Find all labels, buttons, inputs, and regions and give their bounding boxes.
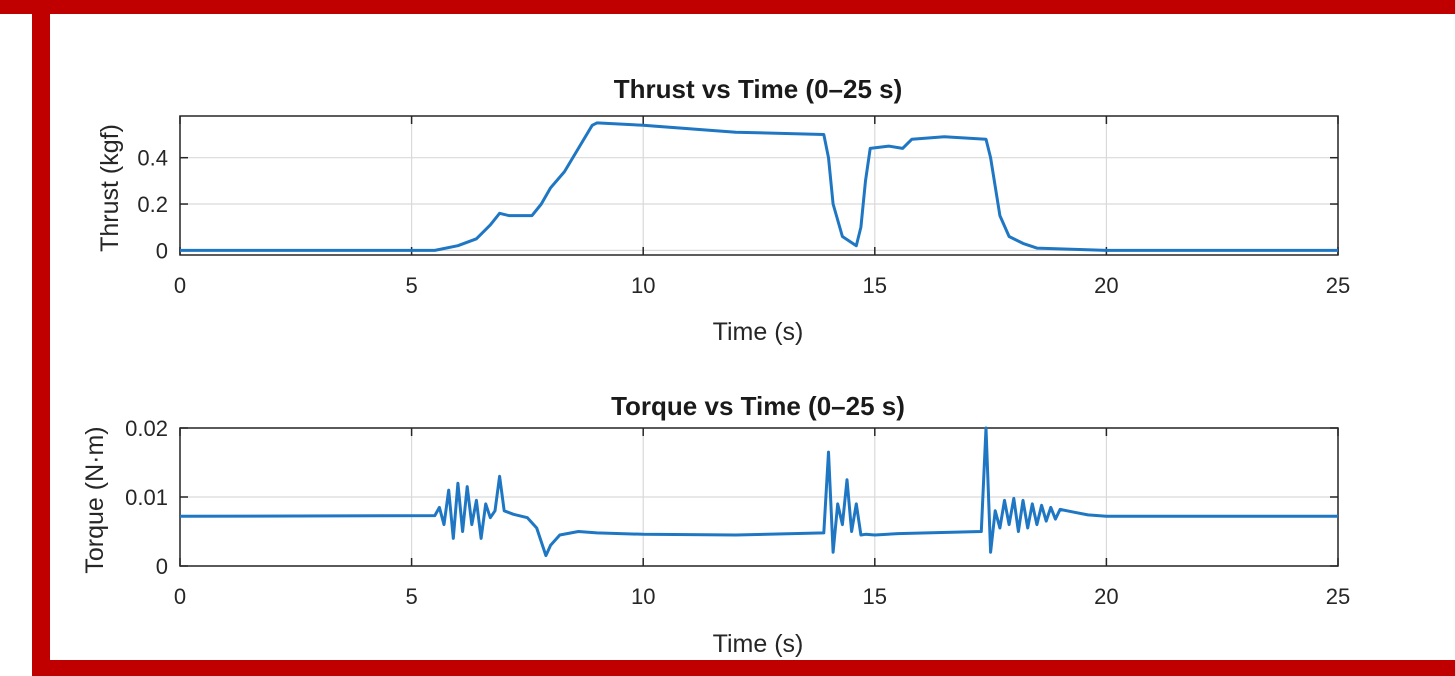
red-border-bottom <box>32 660 1455 676</box>
thrust-xtick-label: 20 <box>1094 273 1118 298</box>
thrust-xtick-label: 10 <box>631 273 655 298</box>
thrust-series-line <box>180 121 1338 252</box>
torque-xtick-label: 25 <box>1326 584 1350 609</box>
red-border-top <box>0 0 1455 14</box>
torque-ytick-label: 0.02 <box>125 416 168 441</box>
thrust-ytick-label: 0.4 <box>137 146 168 171</box>
torque-xtick-label: 0 <box>174 584 186 609</box>
torque-xtick-label: 5 <box>405 584 417 609</box>
torque-xaxis-label: Time (s) <box>713 630 804 658</box>
torque-series-line <box>179 426 1338 558</box>
thrust-xtick-label: 15 <box>863 273 887 298</box>
thrust-yaxis-label: Thrust (kgf) <box>96 124 124 252</box>
thrust-chart-title: Thrust vs Time (0–25 s) <box>614 74 903 104</box>
thrust-ytick-label: 0.2 <box>137 192 168 217</box>
torque-yaxis-label: Torque (N·m) <box>81 426 109 573</box>
thrust-axes-box <box>179 115 1339 256</box>
thrust-xtick-label: 5 <box>405 273 417 298</box>
torque-ytick-label: 0 <box>156 554 168 579</box>
thrust-xtick-label: 25 <box>1326 273 1350 298</box>
torque-xtick-label: 15 <box>863 584 887 609</box>
torque-chart: Torque vs Time (0–25 s) Time (s) Torque … <box>81 391 1350 658</box>
torque-xtick-label: 20 <box>1094 584 1118 609</box>
thrust-xtick-label: 0 <box>174 273 186 298</box>
thrust-ytick-label: 0 <box>156 238 168 263</box>
torque-ytick-label: 0.01 <box>125 485 168 510</box>
torque-chart-title: Torque vs Time (0–25 s) <box>611 391 905 421</box>
thrust-chart: Thrust vs Time (0–25 s) Time (s) Thrust … <box>96 74 1350 346</box>
torque-xtick-label: 10 <box>631 584 655 609</box>
red-border-left <box>32 0 50 676</box>
thrust-xaxis-label: Time (s) <box>713 318 804 346</box>
